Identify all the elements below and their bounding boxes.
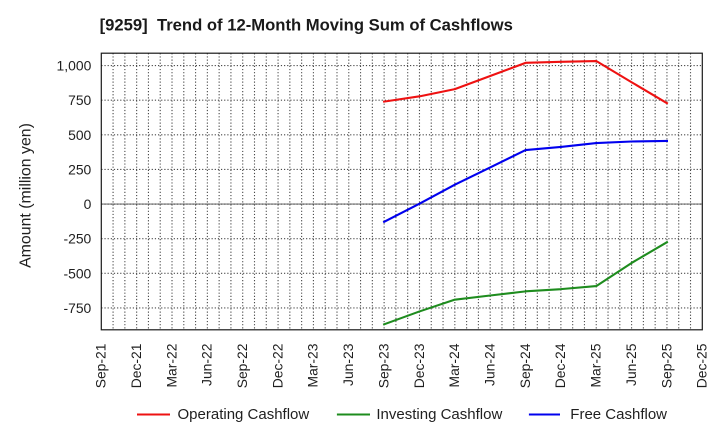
svg-text:Amount (million yen): Amount (million yen) bbox=[17, 123, 34, 268]
svg-text:Operating Cashflow: Operating Cashflow bbox=[178, 406, 310, 423]
svg-text:Sep-22: Sep-22 bbox=[234, 343, 250, 388]
svg-text:Free Cashflow: Free Cashflow bbox=[570, 406, 667, 423]
svg-text:Dec-21: Dec-21 bbox=[128, 343, 144, 388]
svg-text:Investing Cashflow: Investing Cashflow bbox=[376, 406, 502, 423]
svg-text:Jun-24: Jun-24 bbox=[481, 343, 497, 386]
svg-text:-500: -500 bbox=[63, 265, 91, 281]
svg-text:Dec-23: Dec-23 bbox=[411, 343, 427, 388]
svg-text:Sep-24: Sep-24 bbox=[517, 343, 533, 388]
svg-text:Mar-22: Mar-22 bbox=[163, 343, 179, 387]
svg-text:Mar-25: Mar-25 bbox=[588, 343, 604, 387]
svg-text:[9259] Trend of 12-Month Movi: [9259] Trend of 12-Month Moving Sum of C… bbox=[100, 15, 513, 34]
svg-text:Jun-22: Jun-22 bbox=[199, 343, 215, 386]
svg-text:500: 500 bbox=[68, 127, 91, 143]
svg-text:Dec-22: Dec-22 bbox=[269, 343, 285, 388]
svg-text:-750: -750 bbox=[63, 300, 91, 316]
svg-text:1,000: 1,000 bbox=[57, 58, 92, 74]
svg-text:0: 0 bbox=[84, 196, 92, 212]
svg-text:Jun-23: Jun-23 bbox=[340, 343, 356, 386]
svg-text:750: 750 bbox=[68, 92, 91, 108]
svg-text:Sep-23: Sep-23 bbox=[375, 343, 391, 388]
svg-text:250: 250 bbox=[68, 161, 91, 177]
svg-text:-250: -250 bbox=[63, 231, 91, 247]
svg-text:Dec-24: Dec-24 bbox=[552, 343, 568, 388]
svg-text:Jun-25: Jun-25 bbox=[623, 343, 639, 386]
svg-text:Sep-21: Sep-21 bbox=[93, 343, 109, 388]
svg-text:Mar-23: Mar-23 bbox=[305, 343, 321, 387]
svg-text:Mar-24: Mar-24 bbox=[446, 343, 462, 387]
svg-text:Dec-25: Dec-25 bbox=[694, 343, 710, 388]
svg-text:Sep-25: Sep-25 bbox=[658, 343, 674, 388]
